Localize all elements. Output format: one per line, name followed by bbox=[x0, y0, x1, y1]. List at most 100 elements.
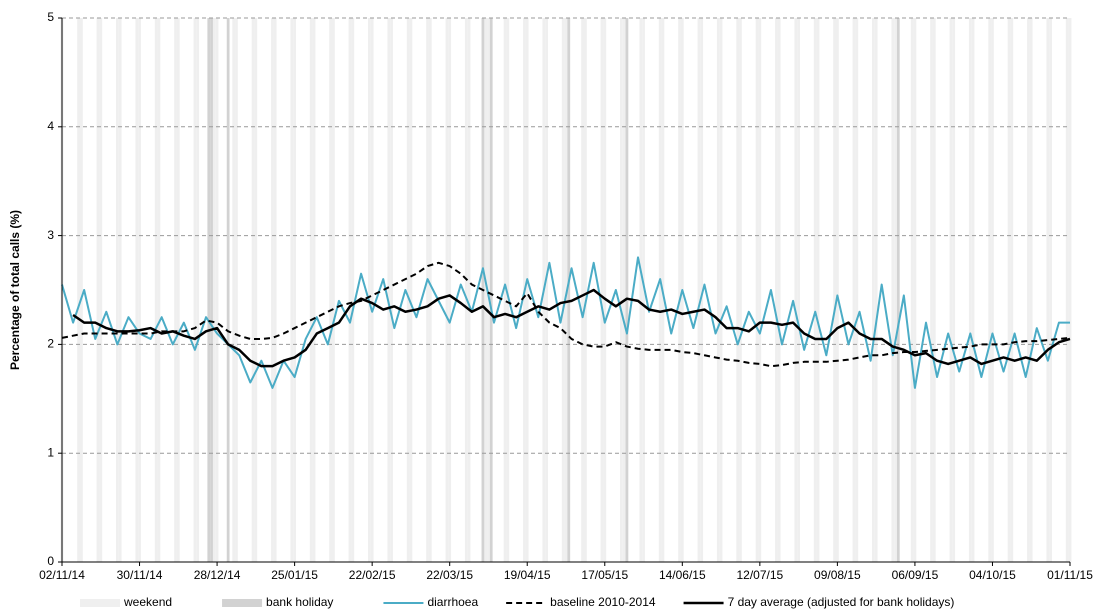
bank-holiday-band bbox=[896, 18, 900, 562]
weekend-band bbox=[581, 18, 584, 562]
x-tick-label: 12/07/15 bbox=[736, 568, 783, 582]
axes: 0 1 2 3 4 5 02/11/14 30/11/14 28/12/14 25/01/15 22… bbox=[39, 10, 1093, 582]
weekend-band bbox=[952, 18, 956, 562]
bank-holiday-band bbox=[210, 18, 213, 562]
weekend-band bbox=[390, 18, 393, 562]
weekend-band bbox=[409, 18, 413, 562]
weekend-band bbox=[445, 18, 449, 562]
weekend-band bbox=[176, 18, 180, 562]
weekend-band bbox=[739, 18, 742, 562]
weekend-band bbox=[118, 18, 122, 562]
weekend-band bbox=[1049, 18, 1052, 562]
weekend-band bbox=[387, 18, 391, 562]
weekend-band bbox=[1027, 18, 1030, 562]
y-tick-label: 3 bbox=[47, 228, 54, 242]
weekend-band bbox=[949, 18, 953, 562]
weekend-band bbox=[913, 18, 917, 562]
weekend-band bbox=[332, 18, 335, 562]
weekend-band bbox=[891, 18, 895, 562]
weekend-band bbox=[642, 18, 645, 562]
weekend-band bbox=[138, 18, 141, 562]
weekend-band bbox=[658, 18, 662, 562]
bank-holiday-band bbox=[625, 18, 629, 562]
weekend-band bbox=[678, 18, 681, 562]
legend-swatch bbox=[222, 599, 263, 607]
weekend-band bbox=[758, 18, 762, 562]
weekend-band bbox=[930, 18, 933, 562]
weekend-band bbox=[777, 18, 781, 562]
weekend-band bbox=[174, 18, 177, 562]
lines bbox=[61, 256, 1071, 389]
weekend-band bbox=[545, 18, 548, 562]
weekend-band bbox=[215, 18, 219, 562]
weekend-band bbox=[484, 18, 488, 562]
weekend-band bbox=[700, 18, 704, 562]
weekend-band bbox=[716, 18, 720, 562]
weekend-band bbox=[719, 18, 723, 562]
weekend-band bbox=[1068, 18, 1072, 562]
weekend-band bbox=[603, 18, 607, 562]
weekend-band bbox=[991, 18, 994, 562]
x-tick-label: 01/11/15 bbox=[1047, 568, 1093, 582]
weekend-band bbox=[968, 18, 972, 562]
weekend-band bbox=[448, 18, 452, 562]
weekend-band bbox=[584, 18, 587, 562]
weekend-band bbox=[855, 18, 859, 562]
weekend-band bbox=[622, 18, 626, 562]
weekend-band bbox=[271, 18, 274, 562]
weekend-band bbox=[232, 18, 236, 562]
bank-holiday-band bbox=[567, 18, 571, 562]
x-tick-label: 17/05/15 bbox=[581, 568, 628, 582]
weekend-band bbox=[193, 18, 197, 562]
weekend-band bbox=[503, 18, 507, 562]
weekend-band bbox=[312, 18, 316, 562]
weekend-band bbox=[77, 18, 80, 562]
weekend-band bbox=[212, 18, 216, 562]
x-tick-label: 22/02/15 bbox=[349, 568, 396, 582]
weekend-band bbox=[775, 18, 778, 562]
weekend-band bbox=[99, 18, 103, 562]
series-line bbox=[72, 288, 1071, 368]
weekend-band bbox=[251, 18, 255, 562]
weekend-band bbox=[525, 18, 529, 562]
x-tick-label: 30/11/14 bbox=[117, 568, 163, 582]
weekend-band bbox=[872, 18, 875, 562]
weekend-band bbox=[329, 18, 332, 562]
weekend-band bbox=[1029, 18, 1033, 562]
weekend-band bbox=[1007, 18, 1011, 562]
y-tick-label: 5 bbox=[47, 10, 54, 24]
x-tick-label: 02/11/14 bbox=[39, 568, 85, 582]
weekend-band bbox=[797, 18, 800, 562]
x-tick-label: 14/06/15 bbox=[659, 568, 706, 582]
weekend-band bbox=[309, 18, 313, 562]
weekend-band bbox=[273, 18, 277, 562]
weekend-band bbox=[971, 18, 975, 562]
weekend-band bbox=[348, 18, 352, 562]
weekend-band bbox=[370, 18, 374, 562]
weekend-band bbox=[932, 18, 936, 562]
y-tick-label: 4 bbox=[47, 119, 54, 133]
weekend-band bbox=[794, 18, 798, 562]
weekend-band bbox=[235, 18, 238, 562]
legend-swatch bbox=[80, 599, 120, 607]
bank-holiday-band bbox=[226, 18, 230, 562]
legend-label: weekend bbox=[123, 595, 172, 609]
weekend-band bbox=[755, 18, 759, 562]
weekend-band bbox=[874, 18, 878, 562]
legend: weekend bank holiday diarrhoea baseline 201… bbox=[80, 595, 954, 609]
weekend-band bbox=[639, 18, 643, 562]
weekend-band bbox=[368, 18, 371, 562]
weekend-band bbox=[428, 18, 432, 562]
weekend-band bbox=[254, 18, 258, 562]
x-tick-label: 19/04/15 bbox=[504, 568, 551, 582]
weekend-band bbox=[506, 18, 510, 562]
y-tick-label: 1 bbox=[47, 445, 54, 459]
weekend-band bbox=[116, 18, 119, 562]
weekend-band bbox=[816, 18, 820, 562]
legend-label: baseline 2010-2014 bbox=[550, 595, 656, 609]
weekend-band bbox=[351, 18, 355, 562]
weekend-band bbox=[564, 18, 568, 562]
weekend-band bbox=[561, 18, 565, 562]
weekend-band bbox=[406, 18, 410, 562]
